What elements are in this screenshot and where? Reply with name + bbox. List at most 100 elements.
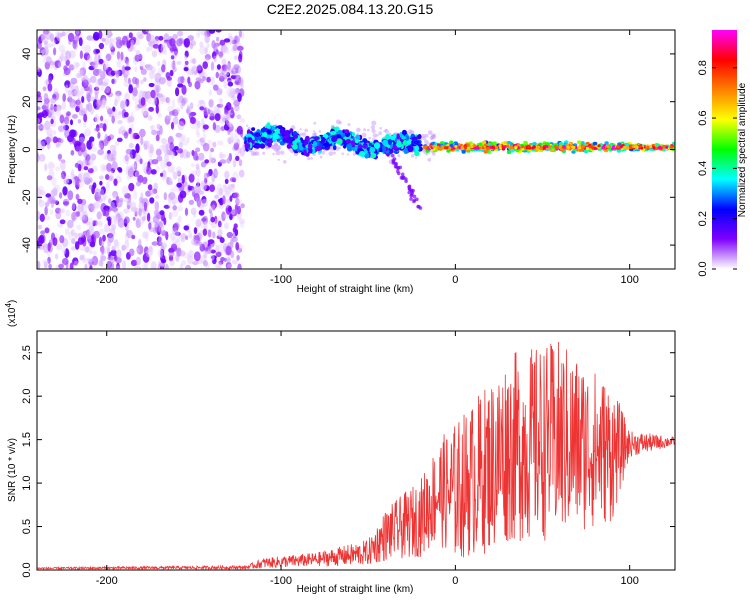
noise-blob [37, 185, 45, 191]
noise-blob [223, 45, 230, 55]
noise-blob [148, 82, 155, 88]
track-core [532, 145, 536, 149]
onset-blob [387, 138, 393, 146]
noise-blob [137, 94, 142, 102]
noise-blob [132, 87, 138, 97]
noise-blob [226, 137, 234, 143]
noise-blob [185, 190, 190, 196]
noise-blob [183, 38, 190, 48]
noise-blob [157, 241, 163, 247]
noise-blob [200, 180, 208, 191]
noise-blob [197, 152, 205, 161]
noise-blob [222, 183, 227, 188]
scatter-blob [301, 132, 307, 137]
noise-blob [214, 170, 219, 177]
noise-blob [135, 256, 141, 266]
noise-blob [177, 30, 184, 37]
noise-blob [114, 99, 118, 107]
noise-blob [232, 158, 237, 168]
noise-blob [188, 68, 194, 76]
noise-blob [140, 68, 147, 75]
noise-blob [193, 240, 201, 246]
tail-blob [404, 177, 408, 181]
noise-blob [220, 44, 228, 53]
noise-blob [175, 166, 182, 176]
noise-blob [169, 187, 175, 197]
noise-blob [233, 136, 238, 144]
noise-blob [153, 96, 157, 105]
noise-blob [158, 225, 165, 234]
noise-blob [79, 142, 86, 153]
noise-blob [218, 260, 224, 265]
noise-blob [121, 65, 125, 75]
noise-blob [116, 137, 123, 142]
noise-blob [196, 132, 201, 138]
noise-blob [160, 172, 164, 177]
noise-blob [226, 63, 232, 73]
noise-blob [204, 159, 210, 164]
noise-blob [37, 118, 41, 124]
noise-blob [148, 44, 153, 52]
noise-blob [58, 263, 64, 269]
tail-blob [391, 158, 396, 163]
onset-blob [392, 145, 398, 149]
noise-blob [59, 192, 63, 199]
noise-blob [163, 192, 167, 201]
noise-blob [214, 113, 221, 122]
noise-blob [185, 264, 191, 269]
onset-blob [254, 132, 261, 138]
noise-blob [208, 99, 214, 108]
noise-blob [77, 198, 83, 204]
noise-blob [83, 44, 91, 54]
noise-blob [42, 244, 50, 248]
noise-blob [94, 115, 100, 123]
y-tick-label: -20 [21, 189, 33, 205]
noise-blob [113, 178, 118, 186]
track-core [669, 145, 674, 149]
noise-blob [142, 231, 149, 239]
noise-blob [74, 162, 79, 168]
tail-blob [400, 172, 405, 177]
noise-blob [213, 55, 217, 63]
noise-blob [74, 175, 78, 186]
noise-blob [122, 260, 127, 269]
x-tick-label: 100 [620, 274, 638, 286]
noise-blob [88, 203, 95, 210]
noise-blob [104, 57, 108, 67]
scatter-blob [304, 128, 309, 133]
noise-blob [140, 192, 144, 202]
noise-blob [100, 71, 106, 80]
scatter-blob [397, 154, 401, 158]
noise-blob [89, 241, 96, 248]
noise-blob [147, 247, 154, 256]
track-blob [510, 149, 515, 153]
noise-blob [134, 66, 138, 73]
noise-blob [62, 198, 70, 207]
scatter-blob [427, 130, 433, 136]
onset-blob [351, 132, 356, 137]
noise-blob [109, 38, 113, 49]
noise-blob [213, 84, 219, 91]
noise-blob [221, 58, 227, 66]
noise-blob [82, 159, 88, 168]
noise-blob [92, 250, 97, 256]
noise-blob [146, 212, 151, 222]
noise-blob [67, 32, 75, 43]
track-core [432, 144, 436, 148]
onset-blob [244, 143, 251, 149]
noise-blob [189, 116, 196, 124]
noise-blob [213, 168, 218, 179]
noise-blob [44, 136, 52, 144]
noise-blob [143, 201, 148, 212]
noise-blob [118, 111, 122, 115]
noise-blob [190, 42, 193, 50]
noise-blob [213, 106, 218, 115]
noise-blob [155, 134, 160, 142]
noise-blob [191, 238, 197, 246]
noise-blob [79, 177, 85, 182]
noise-blob [179, 263, 184, 269]
noise-blob [202, 124, 209, 130]
scatter-blob [371, 128, 376, 134]
noise-blob [217, 228, 223, 238]
noise-blob [153, 182, 159, 191]
